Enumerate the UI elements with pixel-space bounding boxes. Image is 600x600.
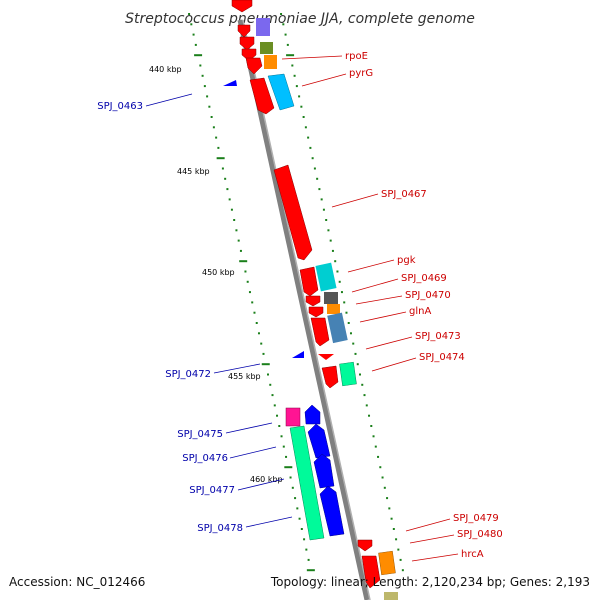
scale-ruler-left [188,13,315,572]
gene-box [260,42,273,54]
genome-backbone-shadow [242,19,371,600]
reverse-gene-labels: SPJ_0463 SPJ_0472 SPJ_0475 SPJ_0476 SPJ_… [97,101,243,534]
gene-label-hrcA: hrcA [461,549,484,560]
leader-line [301,73,347,87]
leader-line [237,478,285,491]
gene-arrow-reverse [307,423,331,459]
gene-arrow [231,0,253,13]
gene-box [378,550,396,576]
gene-arrow [249,77,275,115]
leader-line [145,93,193,107]
kbp-label: 445 kbp [177,167,210,176]
kbp-label: 455 kbp [228,372,261,381]
kbp-markers: 440 kbp 445 kbp 450 kbp 455 kbp 460 kbp [149,65,283,484]
gene-arrow-reverse [319,485,345,537]
scale-ruler-right [280,13,404,572]
gene-box [384,592,398,600]
gene-features [223,0,398,600]
genome-summary-text: Topology: linear; Length: 2,120,234 bp; … [270,575,590,589]
leader-line [245,516,293,528]
reverse-marker [223,80,237,86]
map-title: Streptococcus pneumoniae JJA, complete g… [125,11,475,27]
gene-label-glnA: glnA [409,306,431,317]
gene-box [267,73,295,111]
forward-gene-labels: rpoE pyrG SPJ_0467 pgk SPJ_0469 SPJ_0470… [345,51,503,560]
gene-arrow [308,306,324,318]
gene-label-spj-0463: SPJ_0463 [97,101,143,112]
gene-label-spj-0477: SPJ_0477 [189,485,235,496]
leader-line [347,259,395,273]
kbp-label: 460 kbp [250,475,283,484]
leader-line [359,311,407,323]
leader-line [411,553,459,562]
leader-line [331,193,379,208]
leader-line [409,534,455,544]
reverse-marker [292,351,304,358]
gene-arrow [239,36,255,51]
gene-box [339,361,357,387]
gene-label-spj-0467: SPJ_0467 [381,189,427,200]
gene-label-spj-0473: SPJ_0473 [415,331,461,342]
leader-line [213,363,261,374]
forward-leaders [281,55,459,562]
leader-line [229,446,277,459]
gene-label-spj-0479: SPJ_0479 [453,513,499,524]
gene-label-pyrG: pyrG [349,68,373,79]
gene-arrow [305,295,321,307]
gene-arrow [321,365,339,389]
gene-arrow [299,266,319,297]
kbp-label: 450 kbp [202,268,235,277]
gene-box [264,55,277,69]
gene-label-rpoE: rpoE [345,51,368,62]
gene-arrow [361,555,381,589]
kbp-label: 440 kbp [149,65,182,74]
leader-line [281,55,343,60]
gene-arrow-reverse [304,404,321,425]
accession-text: Accession: NC_012466 [9,575,145,589]
leader-line [355,295,403,305]
gene-box [285,407,301,427]
gene-box [327,312,348,344]
gene-arrow [273,164,313,261]
gene-label-pgk: pgk [397,255,416,266]
gene-arrow-reverse [313,453,335,489]
gene-box [256,18,270,36]
gene-arrow [245,57,263,75]
leader-line [225,422,273,434]
gene-label-spj-0470: SPJ_0470 [405,290,451,301]
gene-label-spj-0478: SPJ_0478 [197,523,243,534]
gene-label-spj-0469: SPJ_0469 [401,273,447,284]
gene-arrow [310,317,330,347]
leader-line [405,518,451,532]
gene-label-spj-0476: SPJ_0476 [182,453,228,464]
gene-label-spj-0472: SPJ_0472 [165,369,211,380]
reverse-leaders [145,93,293,528]
leader-line [365,336,413,350]
gene-box [327,304,340,314]
gene-box [289,425,325,541]
leader-line [351,278,399,293]
gene-box [315,262,337,292]
gene-arrow [357,539,373,552]
gene-arrow [318,354,334,360]
genome-backbone [237,19,370,600]
gene-label-spj-0475: SPJ_0475 [177,429,223,440]
gene-box [324,292,338,304]
gene-label-spj-0474: SPJ_0474 [419,352,465,363]
gene-label-spj-0480: SPJ_0480 [457,529,503,540]
gene-arrow [237,24,251,38]
leader-line [371,357,417,372]
